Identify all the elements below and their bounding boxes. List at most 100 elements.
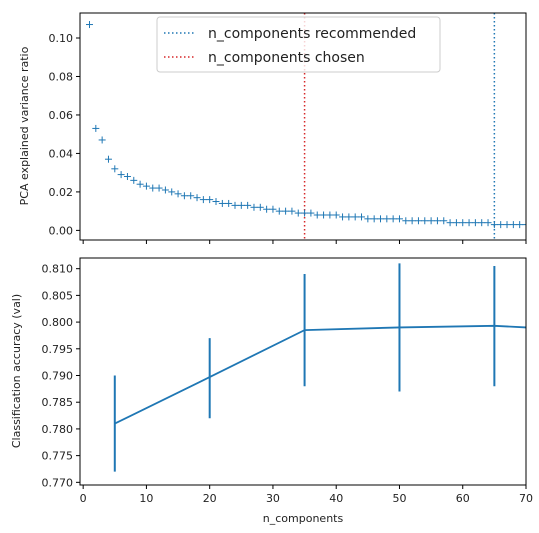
variance-point xyxy=(218,199,226,207)
variance-point xyxy=(433,217,441,225)
variance-point xyxy=(339,213,347,221)
variance-point xyxy=(111,165,119,173)
variance-point xyxy=(358,213,366,221)
bottom-y-tick-label: 0.800 xyxy=(42,316,74,329)
top-y-ticks: 0.00 0.02 0.04 0.06 0.08 0.10 xyxy=(49,32,80,237)
variance-point xyxy=(490,221,498,229)
variance-point xyxy=(187,192,195,200)
bottom-x-tick-label: 40 xyxy=(329,492,343,505)
variance-point xyxy=(351,213,359,221)
legend-recommended-label: n_components recommended xyxy=(208,26,416,42)
top-y-tick-label: 0.08 xyxy=(49,70,74,83)
legend-chosen-label: n_components chosen xyxy=(208,50,365,66)
variance-point xyxy=(231,201,239,209)
variance-point xyxy=(98,136,106,144)
bottom-y-tick-label: 0.770 xyxy=(42,476,74,489)
variance-point xyxy=(509,221,517,229)
bottom-y-tick-label: 0.790 xyxy=(42,370,74,383)
variance-point xyxy=(263,205,271,213)
variance-point xyxy=(256,203,264,211)
variance-point xyxy=(155,184,163,192)
variance-point xyxy=(244,201,252,209)
variance-point xyxy=(123,173,131,181)
bottom-y-tick-label: 0.810 xyxy=(42,263,74,276)
bottom-x-tick-label: 70 xyxy=(519,492,533,505)
variance-point xyxy=(161,186,169,194)
bottom-y-axis-label: Classification accuracy (val) xyxy=(10,294,23,448)
variance-point xyxy=(497,221,505,229)
top-x-ticks xyxy=(82,240,527,244)
variance-point xyxy=(288,207,296,215)
variance-point xyxy=(452,219,460,227)
variance-point xyxy=(136,180,144,188)
top-y-tick-label: 0.06 xyxy=(49,109,74,122)
variance-point xyxy=(459,219,467,227)
bottom-x-tick-label: 0 xyxy=(80,492,87,505)
bottom-plot-area xyxy=(80,258,526,485)
variance-point xyxy=(478,219,486,227)
legend: n_components recommended n_components ch… xyxy=(156,16,441,73)
variance-point xyxy=(471,219,479,227)
variance-point xyxy=(117,171,125,179)
variance-point xyxy=(389,215,397,223)
top-vertical-lines xyxy=(303,13,496,240)
variance-point xyxy=(206,196,214,204)
variance-point xyxy=(193,194,201,202)
bottom-x-tick-label: 30 xyxy=(266,492,280,505)
variance-points xyxy=(85,21,526,229)
top-axes-frame xyxy=(79,12,527,241)
variance-point xyxy=(168,188,176,196)
top-y-tick-label: 0.04 xyxy=(49,147,74,160)
variance-point xyxy=(225,199,233,207)
top-y-axis-label: PCA explained variance ratio xyxy=(18,46,31,205)
variance-point xyxy=(414,217,422,225)
bottom-y-ticks: 0.770 0.775 0.780 0.785 0.790 0.795 0.800 0.805… xyxy=(42,263,80,489)
variance-point xyxy=(370,215,378,223)
variance-point xyxy=(395,215,403,223)
variance-point xyxy=(465,219,473,227)
accuracy-line xyxy=(114,324,526,425)
bottom-axes-frame xyxy=(79,257,527,486)
variance-point xyxy=(275,207,283,215)
bottom-y-tick-label: 0.805 xyxy=(42,289,74,302)
bottom-x-tick-label: 10 xyxy=(139,492,153,505)
bottom-y-tick-label: 0.795 xyxy=(42,343,74,356)
variance-point xyxy=(199,196,207,204)
variance-point xyxy=(149,184,157,192)
variance-point xyxy=(376,215,384,223)
variance-point xyxy=(301,209,309,217)
variance-point xyxy=(85,21,93,29)
variance-point xyxy=(427,217,435,225)
bottom-x-tick-label: 50 xyxy=(392,492,406,505)
top-y-tick-label: 0.02 xyxy=(49,186,74,199)
accuracy-series-line xyxy=(114,324,526,425)
variance-point xyxy=(282,207,290,215)
top-y-tick-label: 0.10 xyxy=(49,32,74,45)
variance-point xyxy=(326,211,334,219)
variance-point xyxy=(142,182,150,190)
variance-point xyxy=(516,221,524,229)
variance-point xyxy=(383,215,391,223)
variance-point xyxy=(446,219,454,227)
variance-point xyxy=(237,201,245,209)
variance-point xyxy=(92,124,100,132)
variance-point xyxy=(421,217,429,225)
variance-point xyxy=(484,219,492,227)
bottom-x-tick-label: 60 xyxy=(456,492,470,505)
variance-point xyxy=(320,211,328,219)
x-axis-label: n_components xyxy=(263,512,344,525)
variance-point xyxy=(313,211,321,219)
bottom-x-tick-label: 20 xyxy=(203,492,217,505)
variance-point xyxy=(364,215,372,223)
variance-point xyxy=(104,155,112,163)
variance-point xyxy=(250,203,258,211)
top-y-tick-label: 0.00 xyxy=(49,224,74,237)
variance-point xyxy=(332,211,340,219)
legend-box xyxy=(156,16,441,73)
bottom-y-tick-label: 0.785 xyxy=(42,396,74,409)
bottom-x-ticks: 0 10 20 30 40 50 60 70 xyxy=(80,485,533,505)
variance-point xyxy=(294,209,302,217)
variance-point xyxy=(212,198,220,206)
variance-point xyxy=(402,217,410,225)
